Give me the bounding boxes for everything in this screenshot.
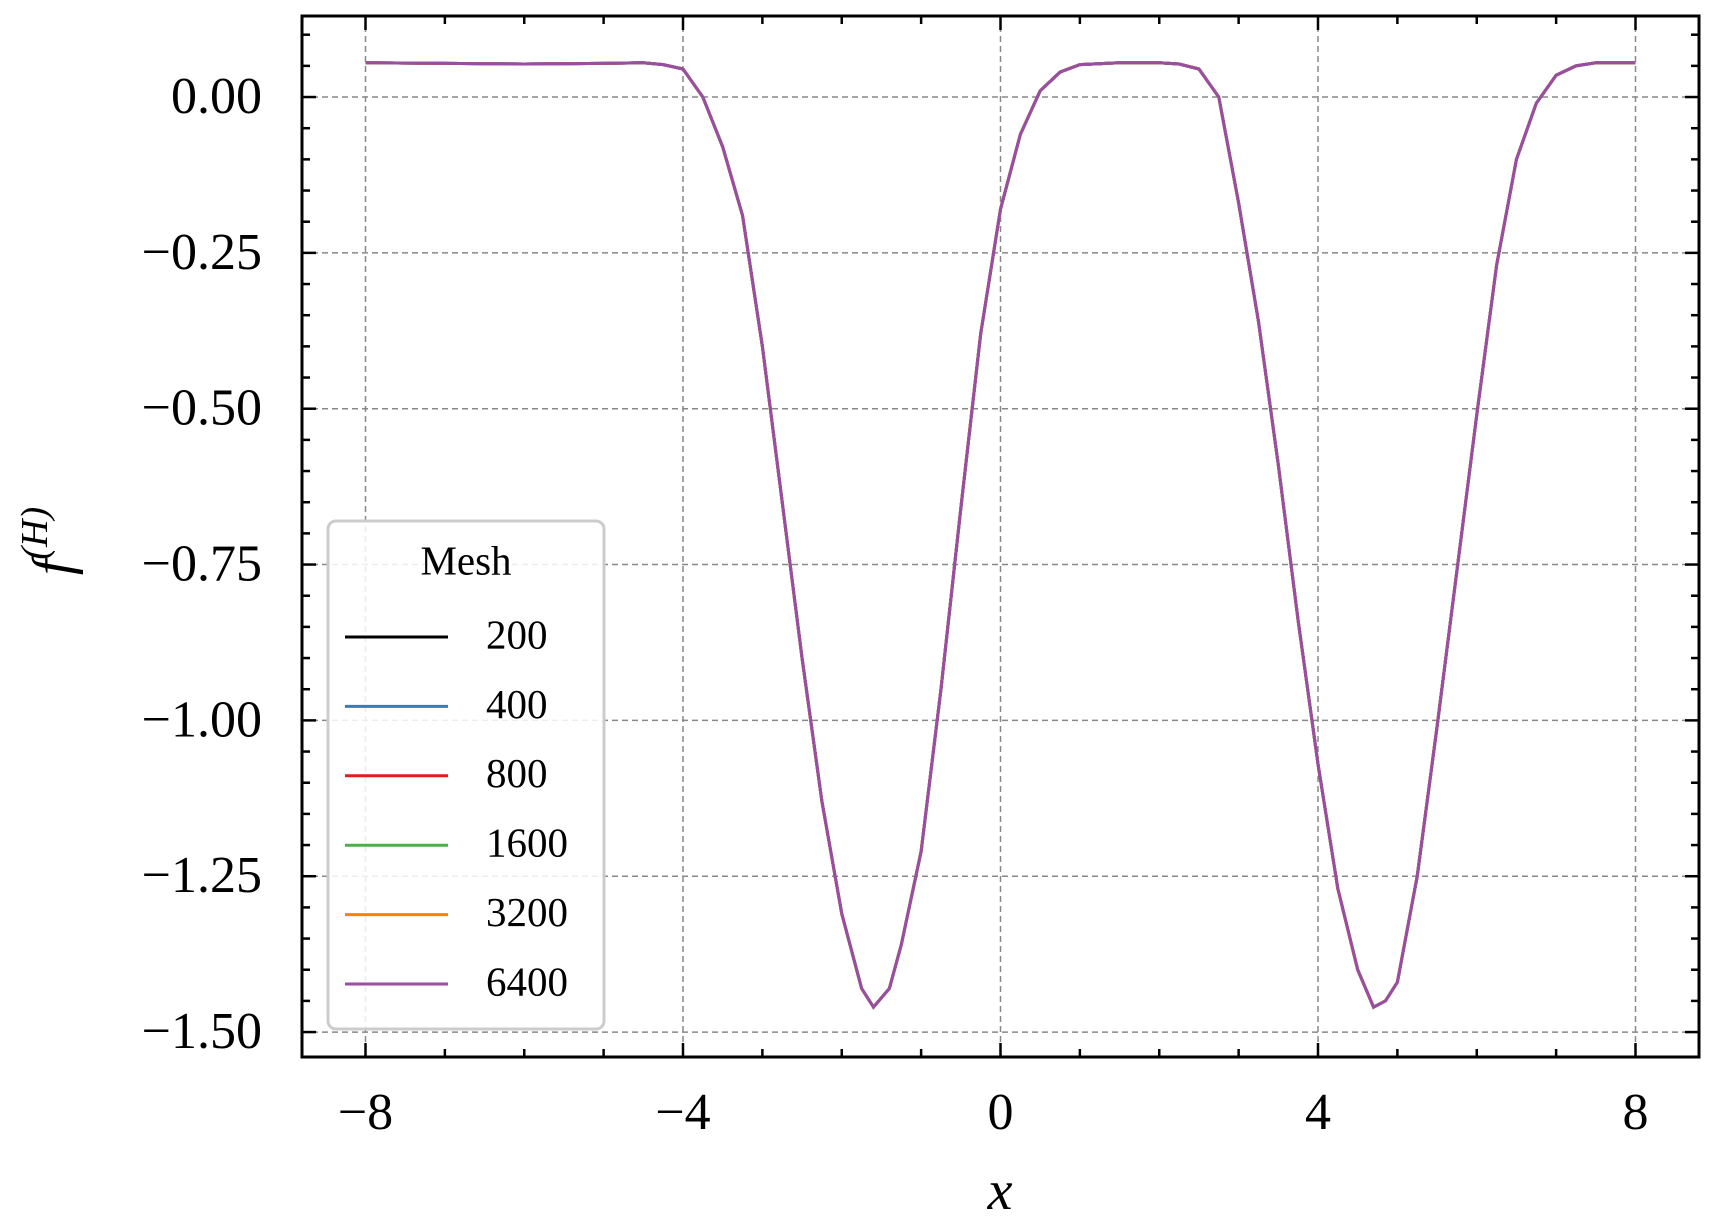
x-axis-label: x xyxy=(987,1160,1013,1222)
plot-frame xyxy=(300,14,1701,1059)
x-tick-label: 0 xyxy=(988,1084,1014,1141)
x-tick-label: 8 xyxy=(1623,1084,1649,1141)
y-tick-label: −0.75 xyxy=(142,535,262,592)
y-tick-label: −0.50 xyxy=(142,380,262,437)
y-tick-label: −1.00 xyxy=(142,691,262,748)
legend-label: 200 xyxy=(486,611,548,657)
x-tick-label: 4 xyxy=(1305,1084,1331,1141)
y-axis-label: f(H) xyxy=(14,507,84,575)
y-tick-label: −0.25 xyxy=(142,224,262,281)
legend-label: 6400 xyxy=(486,958,568,1004)
y-axis-label-sup: (H) xyxy=(14,507,56,560)
y-tick-label: −1.50 xyxy=(142,1003,262,1060)
data-line xyxy=(365,61,1636,1010)
legend-label: 800 xyxy=(486,750,548,796)
x-tick-label: −4 xyxy=(655,1084,710,1141)
y-tick-label: −1.25 xyxy=(142,847,262,904)
legend-label: 3200 xyxy=(486,889,568,935)
legend-box xyxy=(326,519,606,1031)
x-tick-label: −8 xyxy=(338,1084,393,1141)
y-tick-label: 0.00 xyxy=(171,68,262,125)
legend-label: 1600 xyxy=(486,820,568,866)
legend-title: Mesh xyxy=(420,537,511,583)
legend-label: 400 xyxy=(486,681,548,727)
